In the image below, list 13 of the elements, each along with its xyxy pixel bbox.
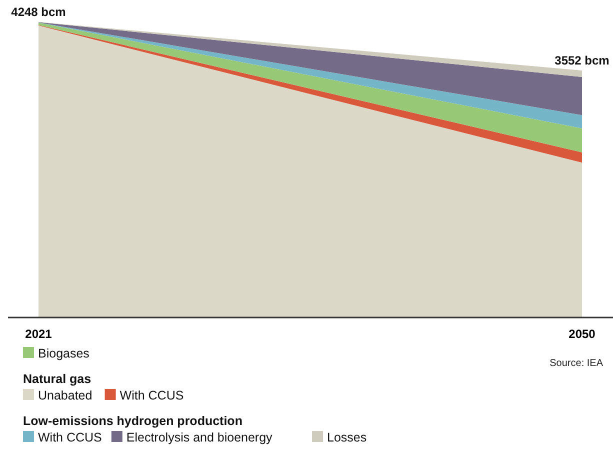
- annotation: 4248 bcm: [11, 5, 66, 19]
- legend-label: Biogases: [38, 346, 90, 360]
- text: Natural gas: [23, 372, 92, 386]
- legend-label: Electrolysis and bioenergy: [126, 430, 274, 444]
- text: Low-emissions hydrogen production: [23, 414, 242, 428]
- legend-label: Losses: [327, 430, 367, 444]
- legend-label: With CCUS: [38, 430, 102, 444]
- annotation: 3552 bcm: [554, 53, 610, 68]
- x-tick-label: 2021: [25, 327, 52, 341]
- legend-label: Unabated: [38, 388, 92, 402]
- x-tick-label: 2050: [568, 327, 596, 341]
- source-note: Source: IEA: [550, 358, 604, 369]
- legend-label: With CCUS: [120, 388, 184, 402]
